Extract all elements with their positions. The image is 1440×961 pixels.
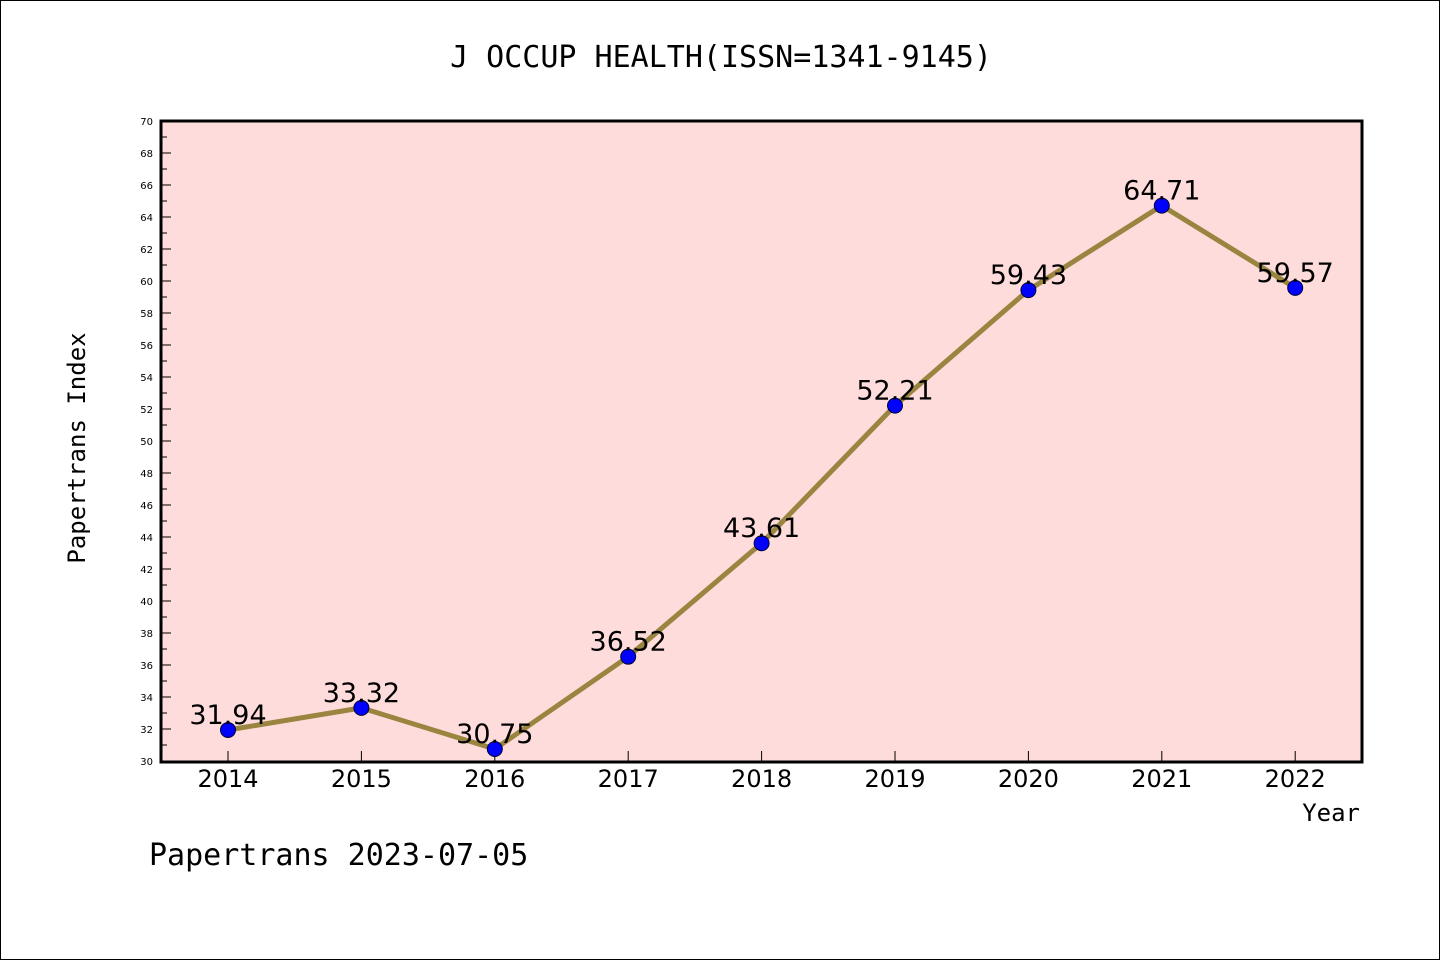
data-point: [753, 535, 770, 552]
y-tick-label: 46: [140, 501, 153, 512]
x-tick-label: 2015: [331, 765, 392, 793]
y-tick-label: 70: [140, 117, 153, 128]
y-tick-label: 54: [140, 373, 153, 384]
data-label: 52.21: [856, 376, 933, 407]
y-tick-label: 58: [140, 309, 153, 320]
y-axis-ticks: 30 32 34 36 38 40 42 44 46 48 50 52 54 56 58 60 62 64 66 68…: [140, 117, 171, 768]
data-labels: 31.94 33.32 30.75 36.52 43.61 52.21 59.43 64.71…: [189, 176, 1333, 750]
y-tick-label: 32: [140, 725, 153, 736]
x-tick-label: 2014: [197, 765, 258, 793]
data-label: 59.43: [990, 260, 1067, 291]
data-point: [1153, 197, 1170, 214]
x-tick-label: 2019: [864, 765, 925, 793]
chart-title: J OCCUP HEALTH(ISSN=1341-9145): [450, 40, 992, 75]
footer-text: Papertrans 2023-07-05: [149, 838, 528, 873]
y-axis-label: Papertrans Index: [63, 332, 91, 563]
y-tick-label: 52: [140, 405, 153, 416]
y-tick-label: 44: [140, 533, 153, 544]
y-tick-label: 50: [140, 437, 153, 448]
y-tick-label: 38: [140, 629, 153, 640]
plot-border: [159, 119, 1364, 764]
data-label: 59.57: [1257, 258, 1334, 289]
data-point: [220, 721, 236, 738]
y-tick-label: 60: [140, 277, 153, 288]
data-point: [887, 397, 903, 414]
y-tick-label: 34: [140, 693, 153, 704]
plot-area: [161, 121, 1362, 762]
y-tick-label: 62: [140, 245, 153, 256]
y-tick-label: 36: [140, 661, 153, 672]
x-tick-label: 2022: [1265, 765, 1326, 793]
data-label: 64.71: [1123, 176, 1200, 207]
data-point: [620, 648, 637, 665]
x-tick-label: 2016: [464, 765, 525, 793]
y-tick-label: 66: [140, 181, 153, 192]
x-axis-ticks: 2014 2015 2016 2017 2018 2019 2020 2021 2022: [197, 751, 1326, 793]
data-label: 43.61: [723, 513, 800, 544]
y-tick-label: 42: [140, 565, 153, 576]
data-point: [1287, 279, 1304, 296]
data-label: 36.52: [590, 627, 667, 658]
data-markers: [220, 197, 1304, 757]
data-label: 31.94: [189, 700, 266, 731]
y-tick-label: 64: [140, 213, 153, 224]
y-tick-label: 56: [140, 341, 153, 352]
y-tick-label: 68: [140, 149, 153, 160]
data-label: 30.75: [456, 719, 533, 750]
data-point: [1020, 282, 1037, 299]
x-tick-label: 2018: [731, 765, 792, 793]
x-axis-label: Year: [1302, 799, 1360, 827]
y-tick-label: 40: [140, 597, 153, 608]
y-tick-label: 30: [140, 757, 153, 768]
y-tick-label: 48: [140, 469, 153, 480]
data-point: [486, 741, 503, 757]
data-label: 33.32: [323, 678, 400, 709]
x-tick-label: 2017: [598, 765, 659, 793]
data-point: [353, 699, 370, 716]
x-tick-label: 2020: [998, 765, 1059, 793]
x-tick-label: 2021: [1131, 765, 1192, 793]
